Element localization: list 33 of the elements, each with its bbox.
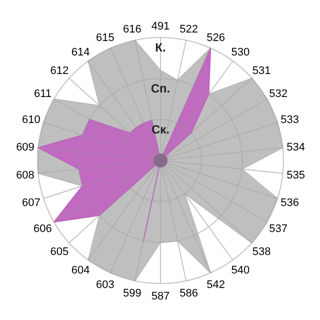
spoke-label: 610 xyxy=(22,114,40,126)
spoke-label: 612 xyxy=(50,65,69,78)
spoke-label: 537 xyxy=(269,223,288,235)
spoke-label: 609 xyxy=(16,141,34,154)
spoke-label: 599 xyxy=(123,288,142,300)
spoke-label: 526 xyxy=(206,32,225,44)
spoke-label: 603 xyxy=(96,278,114,291)
spoke-label: 534 xyxy=(286,141,305,154)
spoke-label: 532 xyxy=(269,88,288,100)
spoke-label: 614 xyxy=(71,46,90,58)
spoke-label: 533 xyxy=(280,114,300,126)
spoke-label: 530 xyxy=(231,46,250,58)
spoke-label: 587 xyxy=(151,290,170,302)
spoke-label: 535 xyxy=(286,170,305,182)
spoke-label: 542 xyxy=(206,278,225,291)
y-tick-label: Ск. xyxy=(151,122,170,136)
spoke-label: 608 xyxy=(16,170,34,182)
spoke-label: 491 xyxy=(151,20,170,32)
spoke-label: 538 xyxy=(252,246,271,258)
spoke-label: 536 xyxy=(280,197,300,210)
spoke-label: 616 xyxy=(123,23,142,36)
spoke-label: 611 xyxy=(34,88,52,100)
spoke-label: 531 xyxy=(252,65,271,78)
y-tick-label: Сп. xyxy=(150,82,170,96)
spoke-label: 606 xyxy=(34,223,52,235)
spoke-label: 522 xyxy=(180,23,198,36)
spoke-label: 604 xyxy=(71,264,90,277)
y-tick-label: К. xyxy=(155,40,166,54)
spoke-label: 605 xyxy=(50,246,69,258)
spoke-label: 540 xyxy=(231,264,250,277)
spoke-label: 607 xyxy=(22,197,40,210)
spoke-label: 615 xyxy=(96,32,114,44)
spoke-label: 586 xyxy=(180,288,198,300)
